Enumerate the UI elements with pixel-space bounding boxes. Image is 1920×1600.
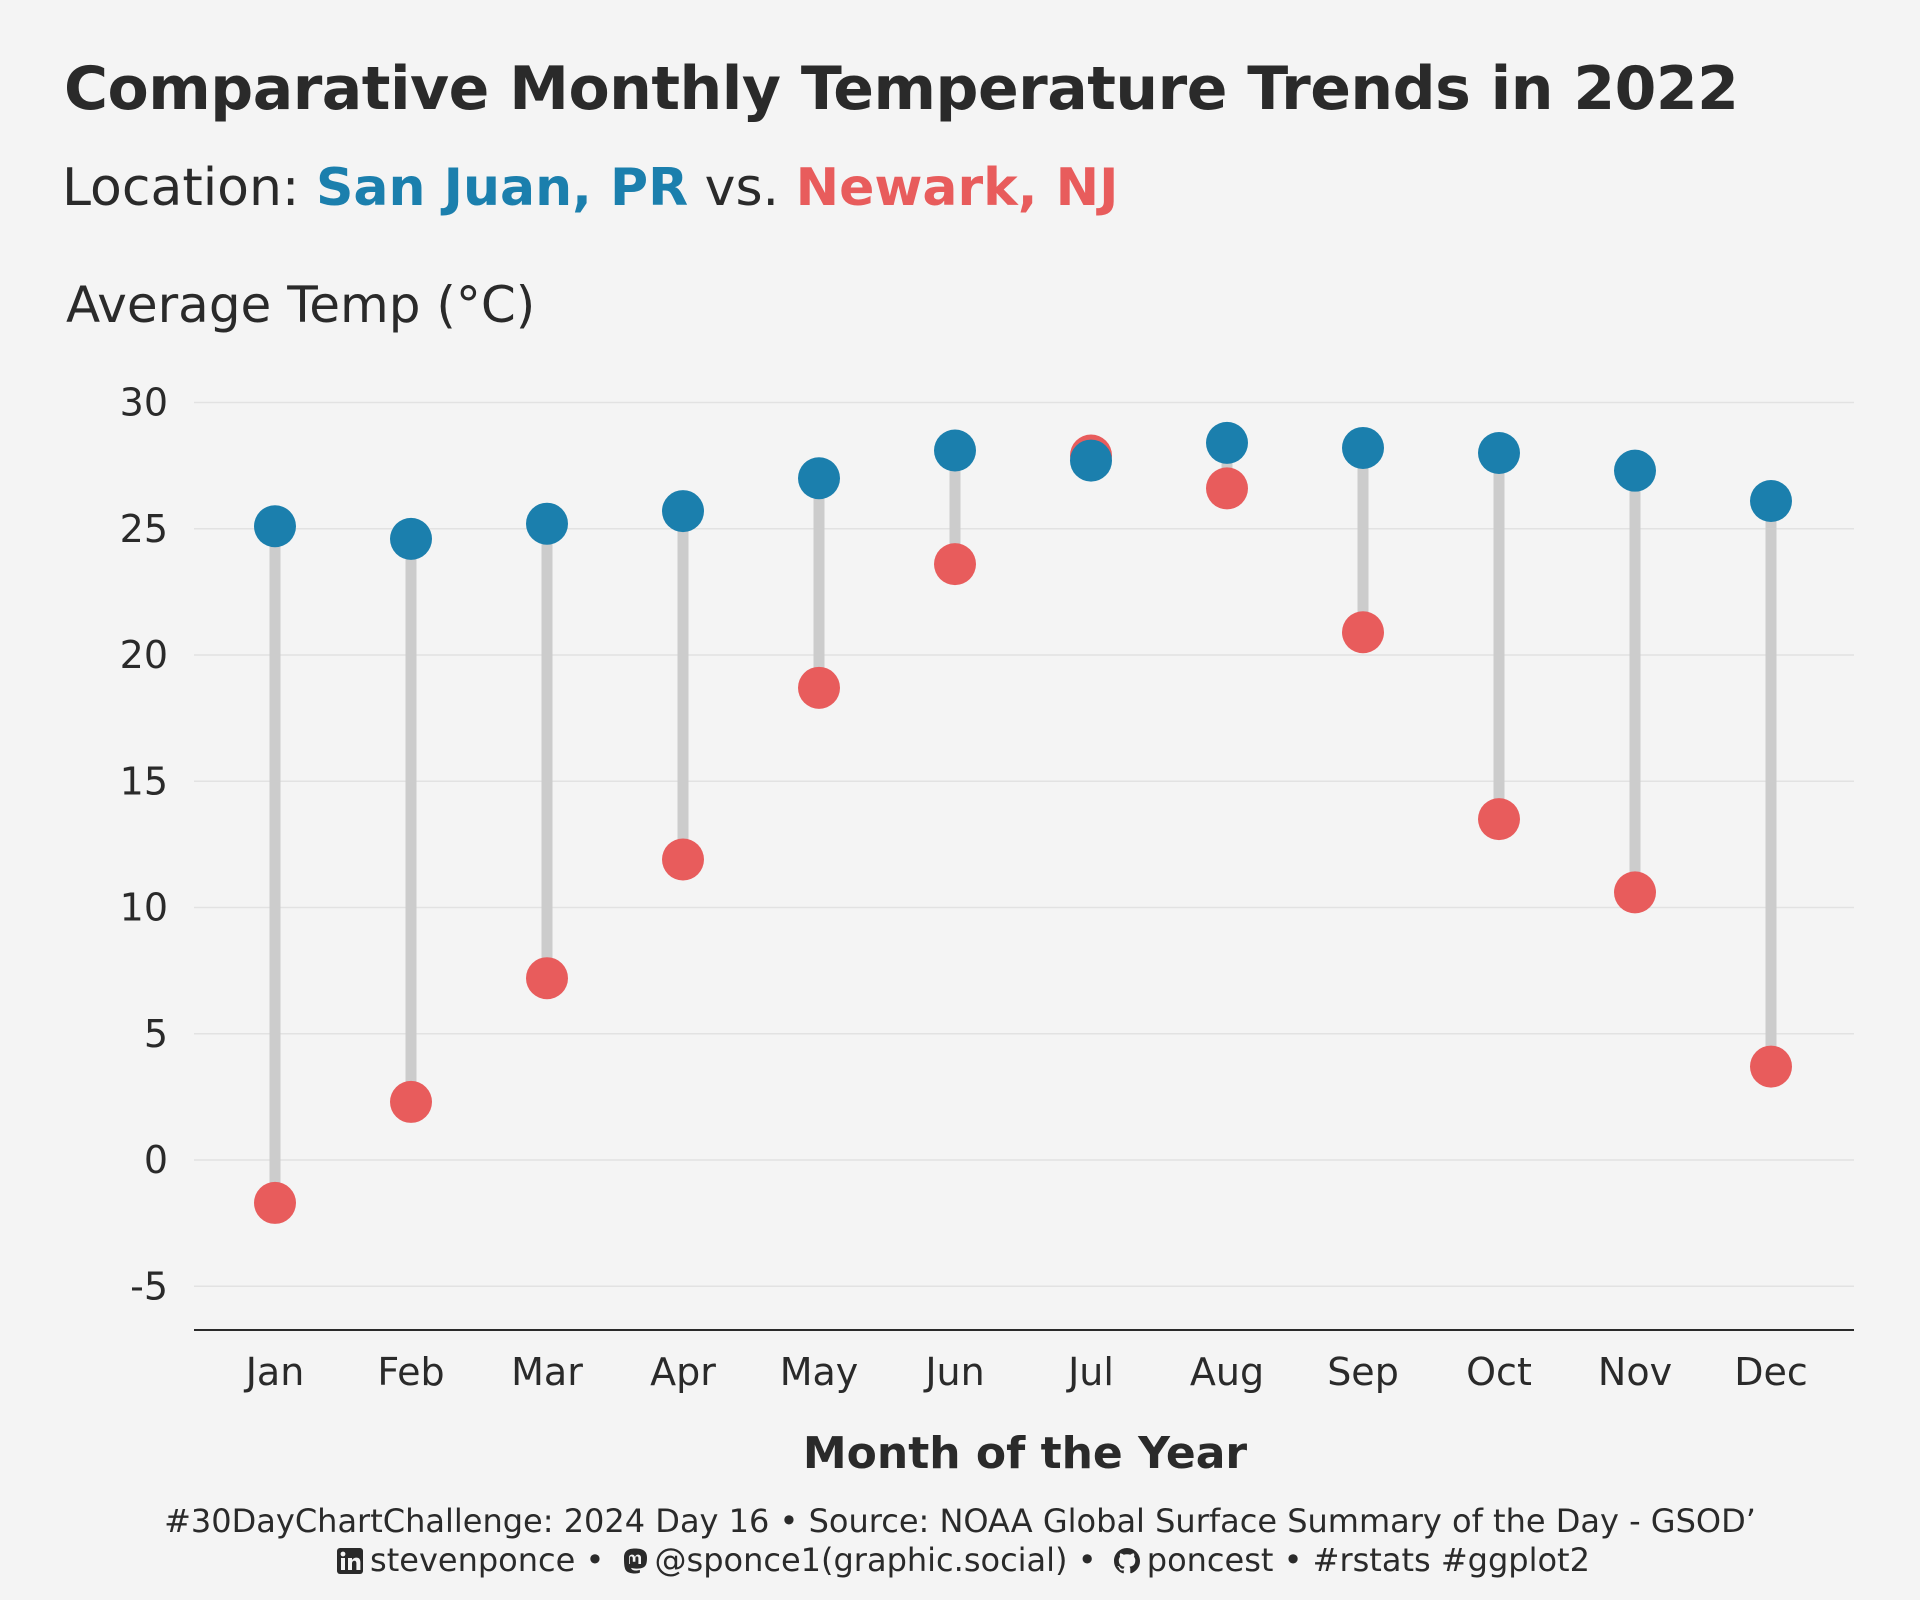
- legend-newark: Newark, NJ: [795, 158, 1119, 218]
- y-tick-label: 10: [120, 886, 168, 930]
- y-tick-label: 0: [144, 1138, 168, 1182]
- chart-subtitle: Location: San Juan, PR vs. Newark, NJ: [62, 158, 1118, 218]
- x-tick-label: Jan: [244, 1350, 305, 1394]
- x-tick-label: Mar: [511, 1350, 583, 1394]
- point-newark: [662, 838, 704, 881]
- mastodon-icon: [623, 1548, 647, 1574]
- point-san-juan: [1070, 439, 1112, 482]
- point-newark: [1750, 1045, 1792, 1088]
- github-handle: poncest: [1146, 1541, 1274, 1579]
- point-newark: [526, 957, 568, 1000]
- caption-dot-2: •: [1077, 1541, 1097, 1579]
- point-san-juan: [1478, 432, 1520, 474]
- point-san-juan: [1342, 426, 1384, 469]
- x-axis-label: Month of the Year: [802, 1428, 1248, 1479]
- y-tick-label: 30: [120, 381, 168, 425]
- caption-source: #30DayChartChallenge: 2024 Day 16 • Sour…: [164, 1502, 1756, 1540]
- y-tick-label: 5: [144, 1012, 168, 1056]
- caption-social: stevenponce • @sponce1(graphic.social) •…: [0, 1541, 1920, 1579]
- caption-tags: • #rstats #ggplot2: [1283, 1541, 1590, 1579]
- point-san-juan: [798, 457, 840, 500]
- x-tick-label: Sep: [1327, 1350, 1399, 1394]
- mastodon-handle: @sponce1(graphic.social): [654, 1541, 1068, 1579]
- caption-dot-1: •: [585, 1541, 605, 1579]
- point-san-juan: [934, 429, 976, 472]
- linkedin-handle: stevenponce: [370, 1541, 576, 1579]
- x-tick-label: Jul: [1066, 1350, 1114, 1394]
- y-tick-label: -5: [130, 1264, 168, 1308]
- x-tick-label: Jun: [923, 1350, 984, 1394]
- point-newark: [1478, 798, 1520, 841]
- point-newark: [934, 543, 976, 586]
- point-san-juan: [390, 517, 432, 560]
- y-tick-label: 25: [120, 507, 168, 551]
- point-newark: [1614, 871, 1656, 914]
- y-axis-label: Average Temp (°C): [66, 276, 536, 334]
- legend-san-juan: San Juan, PR: [315, 158, 689, 218]
- y-tick-label: 15: [120, 759, 168, 803]
- point-san-juan: [254, 505, 296, 548]
- x-tick-label: Aug: [1190, 1350, 1264, 1394]
- point-newark: [1342, 611, 1384, 654]
- point-san-juan: [1614, 449, 1656, 492]
- github-icon: [1113, 1548, 1140, 1574]
- subtitle-separator: vs.: [704, 158, 780, 218]
- point-newark: [798, 666, 840, 709]
- x-tick-label: Apr: [650, 1350, 716, 1394]
- point-san-juan: [1750, 479, 1792, 522]
- point-san-juan: [662, 490, 704, 533]
- x-tick-label: Feb: [377, 1350, 444, 1394]
- x-tick-label: Dec: [1734, 1350, 1808, 1394]
- point-san-juan: [526, 502, 568, 545]
- point-san-juan: [1206, 421, 1248, 464]
- y-tick-label: 20: [120, 633, 168, 677]
- linkedin-icon: [337, 1548, 364, 1574]
- chart-title: Comparative Monthly Temperature Trends i…: [64, 54, 1739, 124]
- subtitle-prefix: Location:: [62, 158, 300, 218]
- x-tick-label: Oct: [1466, 1350, 1532, 1394]
- point-newark: [390, 1080, 432, 1123]
- x-tick-label: May: [780, 1350, 859, 1394]
- point-newark: [1206, 467, 1248, 510]
- x-tick-label: Nov: [1598, 1350, 1672, 1394]
- point-newark: [254, 1181, 296, 1224]
